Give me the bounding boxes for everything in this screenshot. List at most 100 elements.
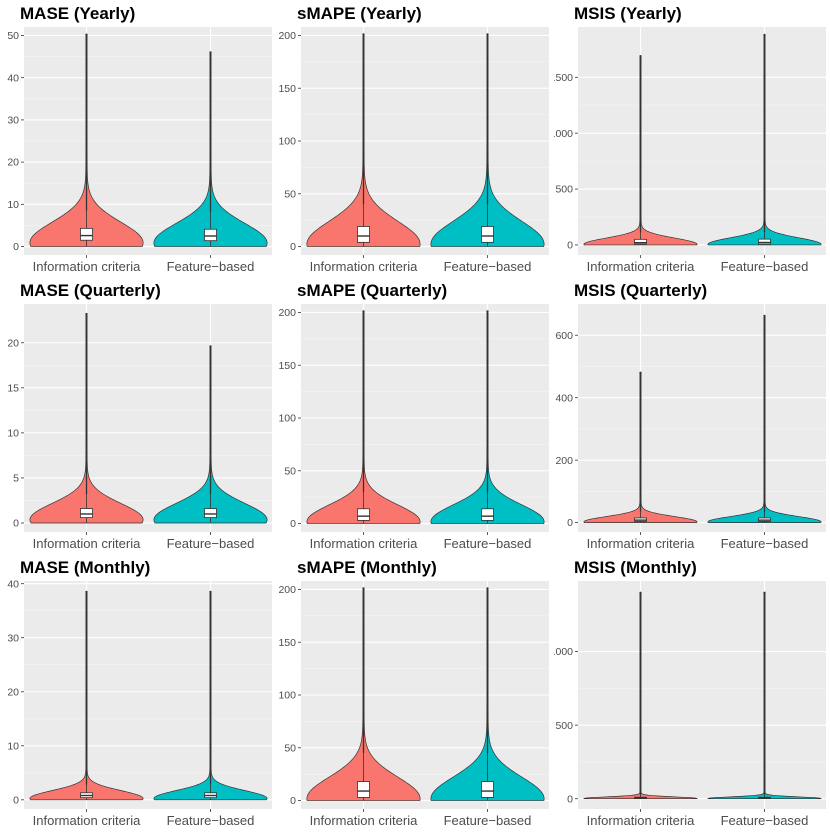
y-tick-label: 0 <box>13 518 19 530</box>
y-tick-label: 100 <box>278 413 296 425</box>
plot-background <box>578 27 826 255</box>
x-tick-label: Feature−based <box>167 536 255 551</box>
panel-title: MASE (Monthly) <box>20 558 150 577</box>
y-tick-label: 200 <box>555 455 573 467</box>
y-tick-label: 10 <box>7 199 19 211</box>
y-tick-label: 400 <box>555 392 573 404</box>
violin-feature-based <box>707 314 822 523</box>
max-point <box>85 590 88 593</box>
chart-mase-quarterly: 0 5 10 15 20 Information criteria Feature−base… <box>7 281 272 551</box>
max-point <box>486 310 489 313</box>
max-point <box>85 312 88 316</box>
x-tick-label: Information criteria <box>310 536 418 551</box>
panel-title: MSIS (Quarterly) <box>574 281 707 300</box>
panel-title: sMAPE (Quarterly) <box>297 281 447 300</box>
box <box>357 508 370 521</box>
y-tick-label: 0 <box>290 795 296 807</box>
panel-smape-yearly: 0 50 100 150 200 Information criteria Feature−… <box>277 0 554 282</box>
y-tick-label: 30 <box>7 632 19 644</box>
panel-mase-yearly: 0 10 20 30 40 50 Information criteria Feature−b… <box>0 0 277 282</box>
y-tick-label: 50 <box>284 742 296 754</box>
violin-information-criteria <box>583 591 698 800</box>
y-tick-label: 10 <box>7 740 19 752</box>
y-tick-label: 40 <box>7 578 19 590</box>
max-point <box>362 310 365 313</box>
violin-information-criteria <box>29 312 144 524</box>
max-point <box>486 33 489 36</box>
y-tick-label: 150 <box>278 360 296 372</box>
x-tick-label: Feature−based <box>444 259 532 274</box>
violin-information-criteria <box>583 54 698 246</box>
violin-feature-based <box>153 590 268 801</box>
plot-background <box>24 581 272 809</box>
box <box>481 781 494 798</box>
y-tick-label: 20 <box>7 157 19 169</box>
max-point <box>209 590 212 593</box>
panel-smape-monthly: 0 50 100 150 200 Information criteria Feature−… <box>277 554 554 836</box>
x-tick-label: Feature−based <box>721 813 809 828</box>
violin-information-criteria <box>306 33 421 247</box>
violin-feature-based <box>153 51 268 247</box>
y-tick-label: 0 <box>567 517 573 529</box>
y-tick-label: 40 <box>7 72 19 84</box>
y-tick-label: 200 <box>278 30 296 42</box>
violin-information-criteria <box>306 310 421 524</box>
max-point <box>763 591 766 594</box>
x-tick-label: Feature−based <box>444 813 532 828</box>
box <box>481 508 494 521</box>
x-tick-label: Feature−based <box>167 813 255 828</box>
x-tick-label: Information criteria <box>310 259 418 274</box>
chart-msis-monthly: 0 500 1000 Information criteria Feature−base… <box>550 558 826 828</box>
x-tick-label: Information criteria <box>587 813 695 828</box>
chart-msis-yearly: 0 500 1000 1500 Information criteria Feature−… <box>550 4 826 274</box>
y-tick-label: 50 <box>284 465 296 477</box>
x-tick-label: Feature−based <box>444 536 532 551</box>
x-tick-label: Information criteria <box>587 259 695 274</box>
violin-feature-based <box>153 345 268 524</box>
x-tick-label: Information criteria <box>33 536 141 551</box>
violin-feature-based <box>430 33 545 247</box>
chart-msis-quarterly: 0 200 400 600 Information criteria Feature−ba… <box>555 281 826 551</box>
y-tick-label: 1000 <box>554 646 573 658</box>
plot-background <box>578 581 826 809</box>
box <box>481 226 494 243</box>
y-tick-label: 500 <box>555 184 573 196</box>
panel-msis-yearly: 0 500 1000 1500 Information criteria Feature−… <box>550 0 830 282</box>
y-tick-label: 20 <box>7 337 19 349</box>
y-tick-label: 0 <box>567 240 573 252</box>
panel-msis-monthly: 0 500 1000 Information criteria Feature−base… <box>550 554 830 836</box>
y-tick-label: 50 <box>7 30 19 42</box>
max-point <box>209 345 212 348</box>
panel-title: MASE (Yearly) <box>20 4 135 23</box>
y-tick-label: 10 <box>7 427 19 439</box>
chart-smape-yearly: 0 50 100 150 200 Information criteria Feature−… <box>278 4 549 274</box>
panel-smape-quarterly: 0 50 100 150 200 Information criteria Feature−… <box>277 277 554 559</box>
box <box>758 238 771 245</box>
box <box>80 508 93 518</box>
y-tick-label: 150 <box>278 83 296 95</box>
y-tick-label: 1000 <box>554 128 573 140</box>
box <box>357 226 370 243</box>
y-tick-label: 50 <box>284 188 296 200</box>
chart-mase-monthly: 0 10 20 30 40 Information criteria Feature−bas… <box>7 558 272 828</box>
violin-information-criteria <box>29 33 144 247</box>
panel-title: sMAPE (Monthly) <box>297 558 437 577</box>
max-point <box>639 371 642 374</box>
x-tick-label: Information criteria <box>33 259 141 274</box>
y-tick-label: 150 <box>278 637 296 649</box>
y-tick-label: 0 <box>13 241 19 253</box>
violin-information-criteria <box>306 587 421 801</box>
y-tick-label: 200 <box>278 584 296 596</box>
violin-information-criteria <box>583 371 698 523</box>
max-point <box>639 591 642 594</box>
y-tick-label: 100 <box>278 136 296 148</box>
max-point <box>763 314 766 317</box>
panel-title: MSIS (Monthly) <box>574 558 697 577</box>
violin-feature-based <box>707 33 822 246</box>
chart-smape-monthly: 0 50 100 150 200 Information criteria Feature−… <box>278 558 549 828</box>
max-point <box>486 587 489 590</box>
violin-feature-based <box>430 310 545 524</box>
x-tick-label: Feature−based <box>721 536 809 551</box>
max-point <box>362 33 365 36</box>
